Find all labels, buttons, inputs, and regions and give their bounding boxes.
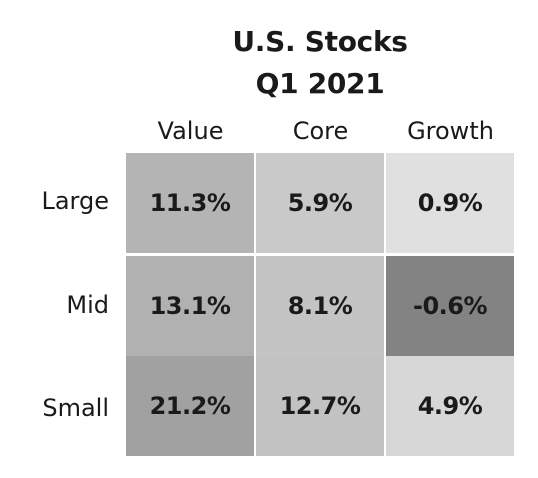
heatmap-cell-large-core: 5.9% [256, 153, 384, 253]
chart-subtitle: Q1 2021 [255, 67, 385, 100]
column-header-core: Core [292, 117, 349, 145]
heatmap-cell-large-value: 11.3% [126, 153, 254, 253]
heatmap-cell-mid-core: 8.1% [256, 256, 384, 356]
column-header-value: Value [157, 117, 224, 145]
heatmap-cell-small-value: 21.2% [126, 356, 254, 456]
heatmap-cell-small-growth: 4.9% [386, 356, 514, 456]
heatmap-cell-large-growth: 0.9% [386, 153, 514, 253]
row-header-large: Large [41, 187, 109, 215]
row-header-mid: Mid [66, 291, 109, 319]
chart-title: U.S. Stocks [232, 25, 408, 58]
heatmap-cell-mid-value: 13.1% [126, 256, 254, 356]
row-header-small: Small [42, 394, 109, 422]
heatmap-cell-mid-growth: -0.6% [386, 256, 514, 356]
column-header-growth: Growth [407, 117, 494, 145]
heatmap-cell-small-core: 12.7% [256, 356, 384, 456]
